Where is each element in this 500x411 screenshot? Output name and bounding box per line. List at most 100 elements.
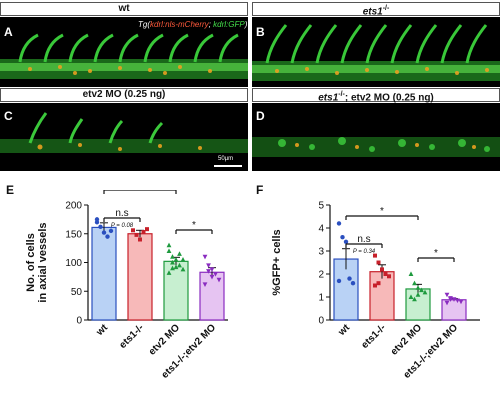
y-tick-label: 50 [71, 287, 83, 298]
x-tick-label: ets1-/- [360, 322, 389, 351]
p-value-label: P = 0.08 [111, 223, 134, 229]
data-point-ets1 [134, 232, 139, 237]
micrograph-a: A [0, 17, 248, 87]
data-point-double [451, 297, 457, 302]
data-point-wt [340, 235, 345, 240]
data-point-ets1 [131, 228, 135, 233]
micrograph-d-vessels [252, 137, 500, 157]
data-point-etv2 [180, 257, 186, 262]
data-point-double [209, 274, 215, 280]
p-value-label: P = 0.34 [353, 249, 376, 255]
data-point-double [202, 254, 208, 260]
data-point-double [444, 292, 450, 298]
data-point-wt [94, 217, 100, 222]
x-tick-label: wt [94, 322, 111, 339]
significance-label: *** [134, 190, 146, 191]
y-tick-label: 0 [318, 316, 324, 327]
panel-label-b: B [256, 25, 265, 39]
header-b-sup: -/- [382, 5, 390, 12]
panel-c-header: etv2 MO (0.25 ng) [0, 88, 248, 102]
data-point-etv2 [408, 271, 414, 276]
scale-bar-label: 50µm [218, 156, 234, 162]
data-point-wt [343, 239, 349, 244]
tg-suffix: ) [244, 20, 248, 29]
micrograph-c: C 50µm [0, 103, 248, 171]
x-tick-label: etv2 MO [389, 322, 424, 357]
y-tick-label: 1 [318, 293, 324, 304]
panel-label-a: A [4, 25, 13, 39]
data-point-double [448, 297, 453, 302]
panel-label-c: C [4, 109, 13, 123]
x-tick-label: wt [336, 322, 353, 339]
bar-ets1 [369, 271, 395, 321]
data-point-etv2 [166, 270, 172, 275]
y-tick-label: 5 [318, 201, 324, 212]
significance-label: n.s [115, 208, 128, 219]
significance-label: n.s [357, 234, 370, 245]
y-tick-label: 3 [318, 247, 324, 258]
y-tick-label: 200 [65, 201, 82, 212]
data-point-wt [98, 224, 103, 230]
header-b-genotype: ets1 [362, 6, 383, 18]
data-point-wt [336, 278, 342, 284]
x-tick-label: etv2 MO [147, 322, 182, 357]
data-point-double [206, 263, 211, 268]
y-axis-label: %GFP+ cells [271, 229, 283, 295]
data-point-ets1 [380, 267, 384, 272]
data-point-ets1 [383, 272, 388, 276]
significance-label: * [434, 248, 438, 259]
data-point-wt [350, 281, 356, 286]
data-point-etv2 [419, 287, 424, 293]
panel-b-header: ets1-/- [252, 2, 500, 18]
tg-red: kdrl:nls-mCherry [150, 20, 209, 29]
micrograph-b-vessels [252, 24, 500, 81]
y-tick-label: 100 [65, 258, 82, 269]
y-axis-label: in axial vessels [37, 222, 49, 302]
data-point-ets1 [138, 237, 142, 242]
micrograph-a-vessels [0, 33, 248, 79]
data-point-etv2 [415, 285, 421, 290]
header-d-sup: -/- [338, 91, 345, 98]
micrograph-b: B [252, 17, 500, 87]
tg-prefix: Tg( [138, 20, 150, 29]
tg-sep: ; [208, 20, 214, 29]
significance-label: * [380, 206, 384, 217]
data-point-double [444, 300, 450, 306]
y-tick-label: 150 [65, 229, 82, 240]
data-point-etv2 [177, 262, 182, 268]
data-point-double [202, 282, 208, 287]
significance-label: * [192, 220, 196, 231]
panel-label-f: F [256, 183, 264, 197]
header-c-text: etv2 MO (0.25 ng) [82, 89, 166, 100]
bar-wt [91, 226, 117, 321]
y-tick-label: 0 [76, 316, 82, 327]
data-point-ets1 [387, 274, 391, 279]
data-point-double [209, 267, 215, 272]
panel-a-header: wt [0, 2, 248, 16]
data-point-double [206, 269, 211, 274]
tg-green: kdrl:GFP [213, 20, 245, 29]
header-d-pre: ets1 [318, 92, 339, 104]
data-point-etv2 [166, 242, 172, 248]
data-point-ets1 [376, 281, 381, 286]
transgene-label: Tg(kdrl:nls-mCherry; kdrl:GFP) [138, 20, 247, 29]
data-point-etv2 [412, 296, 417, 302]
panel-d-header: ets1-/-; etv2 MO (0.25 ng) [252, 88, 500, 104]
data-point-ets1 [141, 230, 146, 235]
panel-label-d: D [256, 109, 265, 123]
data-point-ets1 [145, 227, 149, 232]
data-point-etv2 [173, 264, 179, 270]
data-point-wt [336, 221, 342, 226]
data-point-ets1 [373, 283, 377, 288]
data-point-etv2 [170, 259, 175, 265]
data-point-etv2 [180, 266, 186, 272]
chart-e: 0 50 100 150 200 No. of cells in axial vessels… [25, 190, 228, 381]
data-point-etv2 [177, 251, 182, 256]
data-point-ets1 [373, 253, 377, 258]
data-point-etv2 [166, 248, 172, 253]
data-point-etv2 [173, 257, 179, 262]
bar-double [441, 299, 467, 321]
data-point-wt [101, 230, 107, 235]
data-point-etv2 [408, 294, 414, 299]
